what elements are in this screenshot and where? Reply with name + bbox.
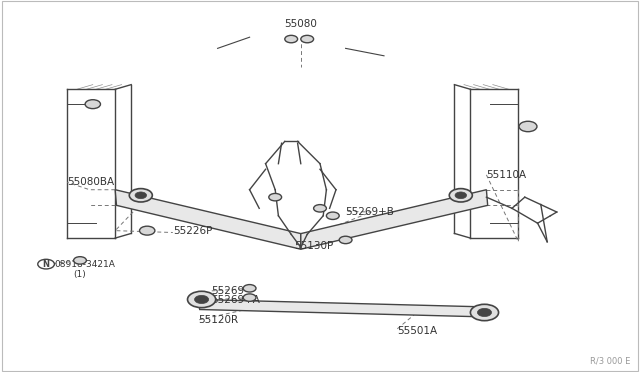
Polygon shape	[198, 299, 486, 317]
Circle shape	[135, 192, 147, 199]
Polygon shape	[115, 190, 301, 249]
Circle shape	[243, 294, 256, 301]
Text: 55269+B: 55269+B	[346, 207, 394, 217]
Circle shape	[140, 226, 155, 235]
Text: 55269: 55269	[211, 286, 244, 296]
Circle shape	[326, 212, 339, 219]
Circle shape	[301, 35, 314, 43]
Text: N: N	[43, 260, 49, 269]
Circle shape	[38, 259, 54, 269]
Circle shape	[74, 257, 86, 264]
Circle shape	[195, 295, 209, 304]
Text: R/3 000 E: R/3 000 E	[590, 356, 630, 365]
Text: 55130P: 55130P	[294, 241, 333, 250]
Text: 55226P: 55226P	[173, 226, 212, 235]
Text: 55269+A: 55269+A	[211, 295, 260, 305]
Circle shape	[470, 304, 499, 321]
Text: 55080: 55080	[284, 19, 317, 29]
Circle shape	[285, 35, 298, 43]
Text: 55110A: 55110A	[486, 170, 527, 180]
Circle shape	[85, 100, 100, 109]
Text: 55501A: 55501A	[397, 326, 437, 336]
Circle shape	[188, 291, 216, 308]
Circle shape	[129, 189, 152, 202]
Circle shape	[449, 189, 472, 202]
Circle shape	[314, 205, 326, 212]
Text: 55120R: 55120R	[198, 315, 239, 325]
Circle shape	[339, 236, 352, 244]
Text: 55080BA: 55080BA	[67, 177, 115, 187]
Polygon shape	[301, 190, 488, 249]
Text: 08918-3421A: 08918-3421A	[54, 260, 115, 269]
Circle shape	[243, 285, 256, 292]
Circle shape	[477, 308, 492, 317]
Circle shape	[269, 193, 282, 201]
Text: (1): (1)	[74, 270, 86, 279]
Circle shape	[455, 192, 467, 199]
Circle shape	[519, 121, 537, 132]
